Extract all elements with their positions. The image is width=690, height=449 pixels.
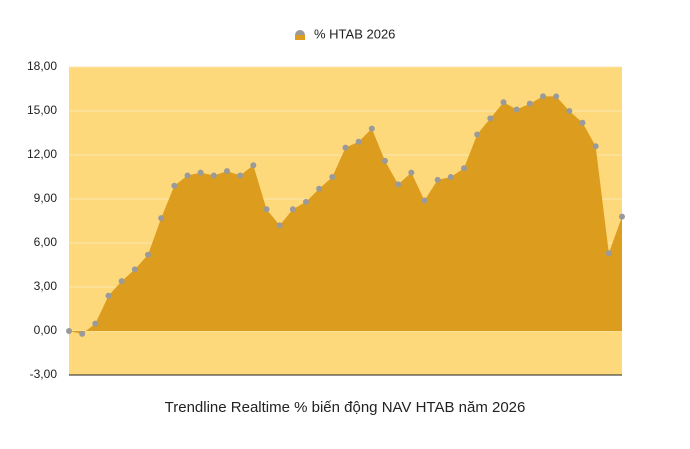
legend-marker-fill bbox=[295, 35, 305, 40]
data-point bbox=[224, 168, 230, 175]
data-point bbox=[447, 174, 454, 180]
data-point bbox=[289, 206, 296, 213]
data-point bbox=[263, 206, 270, 213]
y-tick-label: -3,00 bbox=[30, 367, 58, 381]
data-point bbox=[250, 162, 257, 169]
data-point bbox=[540, 93, 546, 100]
data-point bbox=[158, 215, 165, 222]
data-point bbox=[605, 250, 612, 257]
data-point bbox=[184, 172, 191, 179]
y-tick-label: 9,00 bbox=[34, 191, 58, 205]
data-point bbox=[434, 176, 441, 183]
data-point bbox=[145, 251, 151, 258]
data-point bbox=[92, 320, 99, 327]
data-point bbox=[303, 198, 309, 205]
y-tick-label: 18,00 bbox=[27, 59, 57, 73]
y-tick-label: 15,00 bbox=[27, 103, 57, 117]
data-point bbox=[197, 169, 204, 176]
data-point bbox=[553, 93, 560, 100]
data-point bbox=[461, 165, 467, 172]
data-point bbox=[66, 328, 72, 334]
data-point bbox=[421, 197, 428, 204]
data-point bbox=[316, 185, 323, 192]
data-point bbox=[579, 119, 586, 126]
data-point bbox=[118, 278, 125, 285]
y-tick-label: 3,00 bbox=[34, 279, 58, 293]
data-point bbox=[79, 330, 86, 337]
y-tick-label: 0,00 bbox=[34, 323, 58, 337]
legend-label: % HTAB 2026 bbox=[314, 26, 395, 41]
data-point bbox=[395, 181, 402, 188]
data-point bbox=[131, 266, 138, 273]
data-point bbox=[355, 138, 362, 145]
data-point bbox=[500, 99, 507, 106]
data-point bbox=[382, 157, 388, 164]
data-point bbox=[171, 182, 178, 189]
data-point bbox=[592, 143, 599, 150]
data-point bbox=[368, 125, 375, 132]
data-point bbox=[566, 108, 573, 114]
data-point bbox=[619, 213, 625, 220]
data-point bbox=[487, 115, 494, 122]
data-point bbox=[474, 131, 481, 138]
data-point bbox=[210, 172, 217, 179]
data-point bbox=[408, 169, 415, 176]
data-point bbox=[237, 172, 244, 179]
data-point bbox=[342, 144, 349, 151]
area bbox=[69, 96, 622, 334]
chart-title: Trendline Realtime % biến động NAV HTAB … bbox=[165, 399, 526, 416]
data-point bbox=[513, 106, 520, 113]
data-point bbox=[329, 174, 336, 180]
y-tick-label: 12,00 bbox=[27, 147, 57, 161]
data-point bbox=[276, 222, 283, 229]
data-point bbox=[105, 292, 112, 299]
y-tick-label: 6,00 bbox=[34, 235, 58, 249]
data-point bbox=[526, 100, 533, 107]
